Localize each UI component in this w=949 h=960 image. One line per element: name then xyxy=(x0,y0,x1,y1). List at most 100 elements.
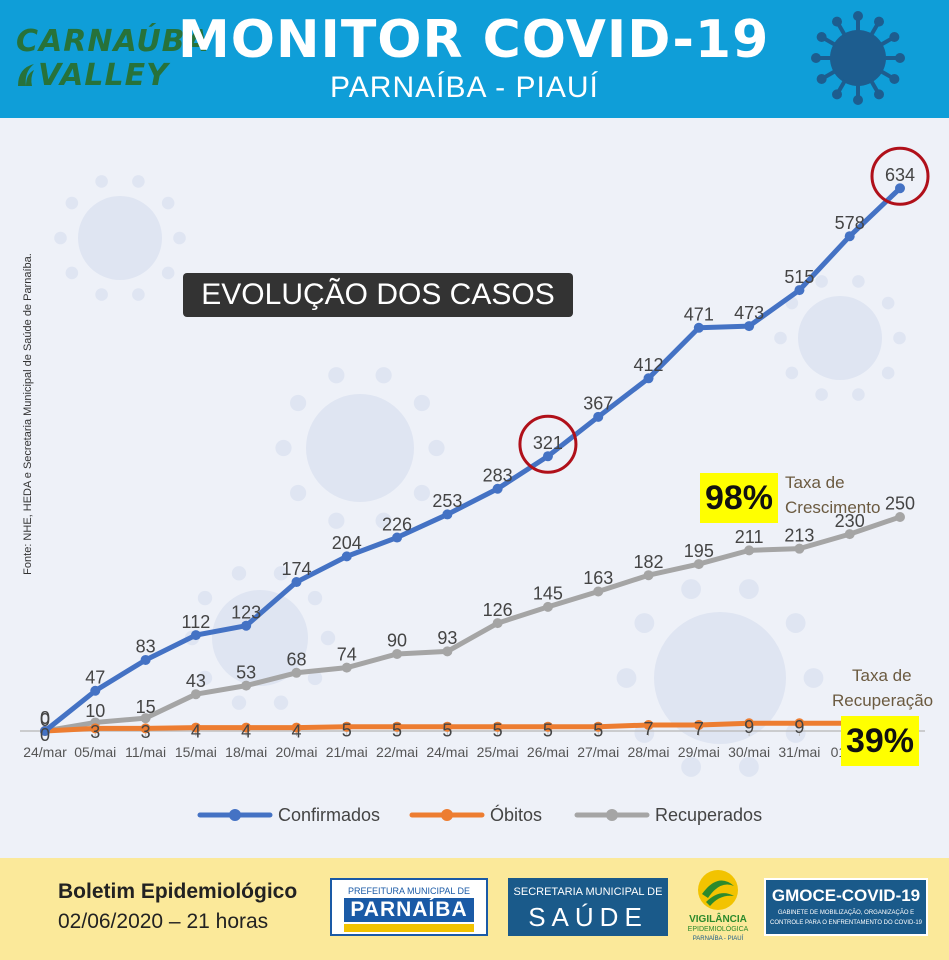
data-label: 634 xyxy=(885,165,915,185)
data-point xyxy=(744,545,755,556)
carnauba-valley-logo: CARNAÚBA VALLEY xyxy=(14,22,209,96)
data-point xyxy=(442,646,453,657)
data-label: 123 xyxy=(231,602,261,622)
x-tick-label: 21/mai xyxy=(326,744,368,760)
data-point xyxy=(744,718,755,729)
recovery-rate-label-line-2: Recuperação xyxy=(832,691,934,710)
data-point xyxy=(693,559,704,570)
data-point xyxy=(844,231,855,242)
vigilancia-logo-sub: EPIDEMIOLÓGICA xyxy=(687,926,749,933)
x-tick-label: 28/mai xyxy=(628,744,670,760)
data-label: 412 xyxy=(634,355,664,375)
data-label: 145 xyxy=(533,584,563,604)
data-point xyxy=(190,722,201,733)
virus-icon xyxy=(811,11,905,105)
legend-item: Recuperados xyxy=(574,805,762,825)
data-point xyxy=(542,451,553,462)
data-label: 250 xyxy=(885,494,915,514)
data-label: 112 xyxy=(182,612,211,632)
logo-wave-icon xyxy=(18,64,34,86)
data-point xyxy=(693,322,704,333)
recovery-rate-badge: 39% xyxy=(841,716,919,766)
bulletin-title: Boletim Epidemiológico xyxy=(58,880,298,903)
data-point xyxy=(542,721,553,732)
background-virus-shape xyxy=(275,367,445,529)
legend-label: Recuperados xyxy=(655,805,762,825)
data-label: 367 xyxy=(583,394,613,414)
data-label: 213 xyxy=(784,525,814,545)
prefeitura-logo-top-text: PREFEITURA MUNICIPAL DE xyxy=(347,886,471,896)
data-label: 195 xyxy=(684,541,714,561)
x-tick-label: 26/mai xyxy=(527,744,569,760)
source-note: Fonte: NHE, HEDA e Secretaria Municipal … xyxy=(22,253,34,575)
data-label: 471 xyxy=(684,305,714,325)
series-line-confirmados xyxy=(42,185,903,734)
data-label: 5 xyxy=(493,720,503,740)
data-label: 5 xyxy=(543,720,553,740)
data-label: 10 xyxy=(85,701,105,721)
x-tick-label: 30/mai xyxy=(728,744,770,760)
chart-area: 24/mar 05/mai 11/mai 15/mai 18/mai 20/mai 21/m… xyxy=(0,118,949,858)
data-point xyxy=(895,183,905,194)
data-label: 68 xyxy=(286,650,306,670)
gmoce-logo-description-2: CONTROLE PARA O ENFRENTAMENTO DO COVID-1… xyxy=(769,920,923,926)
legend-item: Óbitos xyxy=(409,804,542,825)
data-point xyxy=(895,511,905,522)
legend-label: Confirmados xyxy=(278,805,380,825)
data-label: 211 xyxy=(735,527,764,547)
vigilancia-mark-icon xyxy=(698,870,738,910)
recovery-rate-label-line-1: Taxa de xyxy=(852,666,912,685)
data-point xyxy=(643,720,654,731)
legend-marker xyxy=(441,809,453,821)
data-point xyxy=(241,620,252,631)
data-point xyxy=(341,721,352,732)
data-point xyxy=(693,720,704,731)
growth-rate-label-line-1: Taxa de xyxy=(785,473,845,492)
prefeitura-logo-bar xyxy=(344,924,474,932)
growth-rate-badge: 98% xyxy=(700,473,778,523)
highlight-circle xyxy=(518,414,578,474)
legend-marker xyxy=(606,809,618,821)
footer-banner: Boletim Epidemiológico 02/06/2020 – 21 h… xyxy=(0,858,949,960)
data-point xyxy=(40,726,50,736)
data-point xyxy=(392,648,403,659)
data-point xyxy=(844,529,855,540)
background-virus-decoration xyxy=(54,175,906,777)
data-label: 5 xyxy=(392,720,402,740)
data-label: 578 xyxy=(835,213,865,233)
gmoce-covid-logo: GMOCE-COVID-19 GABINETE DE MOBILIZAÇÃO, … xyxy=(764,878,928,936)
data-point xyxy=(794,543,805,554)
data-point xyxy=(492,618,503,629)
legend-label: Óbitos xyxy=(490,804,542,825)
data-point xyxy=(442,721,453,732)
data-point xyxy=(90,685,101,696)
x-tick-label: 22/mai xyxy=(376,744,418,760)
data-label: 0 xyxy=(40,708,50,728)
data-point xyxy=(794,718,805,729)
data-label: 321 xyxy=(533,433,563,453)
logo-line-1: CARNAÚBA xyxy=(16,24,210,59)
data-point xyxy=(643,373,654,384)
data-label: 9 xyxy=(794,717,804,737)
page-title: MONITOR COVID-19 xyxy=(178,10,770,70)
data-label: 5 xyxy=(342,720,352,740)
vigilancia-logo-city: PARNAÍBA - PIAUÍ xyxy=(692,936,744,942)
data-point xyxy=(593,411,604,422)
data-label: 515 xyxy=(784,267,814,287)
header-banner: CARNAÚBA VALLEY MONITOR COVID-19 PARNAÍB… xyxy=(0,0,949,118)
data-label: 53 xyxy=(236,662,256,682)
prefeitura-logo-name: PARNAÍBA xyxy=(344,898,474,922)
data-point xyxy=(291,667,302,678)
page-subtitle: PARNAÍBA - PIAUÍ xyxy=(330,71,599,104)
saude-logo-top-text: SECRETARIA MUNICIPAL DE xyxy=(513,886,663,898)
data-label: 9 xyxy=(744,717,754,737)
data-label: 226 xyxy=(382,514,412,534)
x-tick-label: 20/mai xyxy=(275,744,317,760)
data-label: 126 xyxy=(483,600,513,620)
section-title: EVOLUÇÃO DOS CASOS xyxy=(183,273,573,317)
data-point xyxy=(241,680,252,691)
x-tick-label: 11/mai xyxy=(125,744,166,760)
legend-item: Confirmados xyxy=(197,805,380,825)
data-point xyxy=(392,721,403,732)
vigilancia-logo-name: VIGILÂNCIA xyxy=(689,914,747,925)
